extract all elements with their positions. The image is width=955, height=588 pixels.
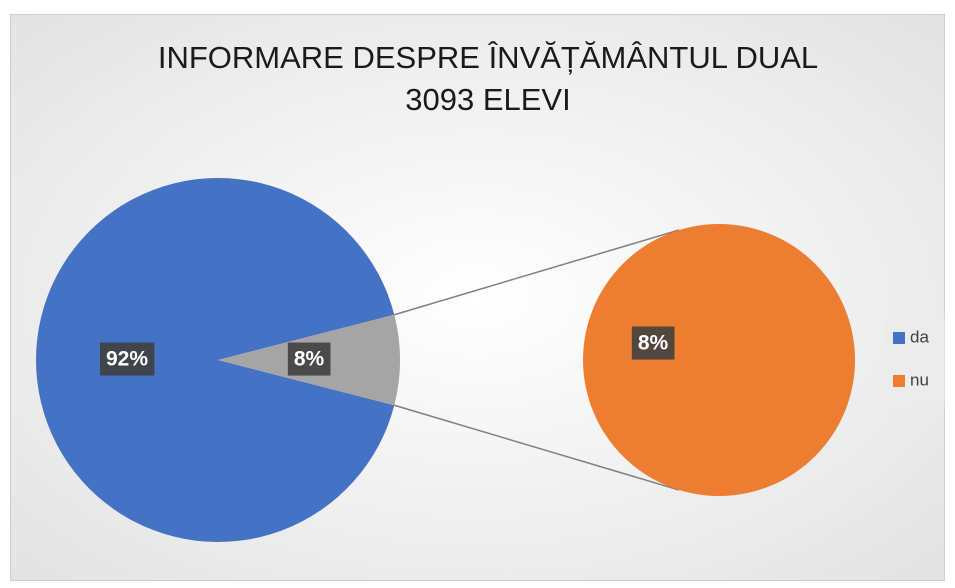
data-label-box bbox=[99, 342, 155, 376]
secondary-pie-slice bbox=[583, 224, 855, 496]
data-label: 8% bbox=[638, 332, 669, 355]
legend-swatch bbox=[893, 332, 905, 344]
legend-label: da bbox=[910, 327, 929, 346]
data-label: 92% bbox=[106, 348, 148, 371]
data-label: 8% bbox=[294, 348, 325, 371]
connector-line bbox=[394, 404, 680, 491]
connector-line bbox=[394, 229, 680, 316]
pie-slice bbox=[36, 178, 395, 543]
data-label-box bbox=[631, 326, 675, 360]
legend-swatch bbox=[893, 375, 905, 387]
chart-title: INFORMARE DESPRE ÎNVĂȚĂMÂNTUL DUAL bbox=[158, 40, 818, 75]
chart-subtitle: 3093 ELEVI bbox=[405, 82, 570, 117]
data-label-box bbox=[287, 342, 331, 376]
legend-label: nu bbox=[910, 370, 929, 389]
